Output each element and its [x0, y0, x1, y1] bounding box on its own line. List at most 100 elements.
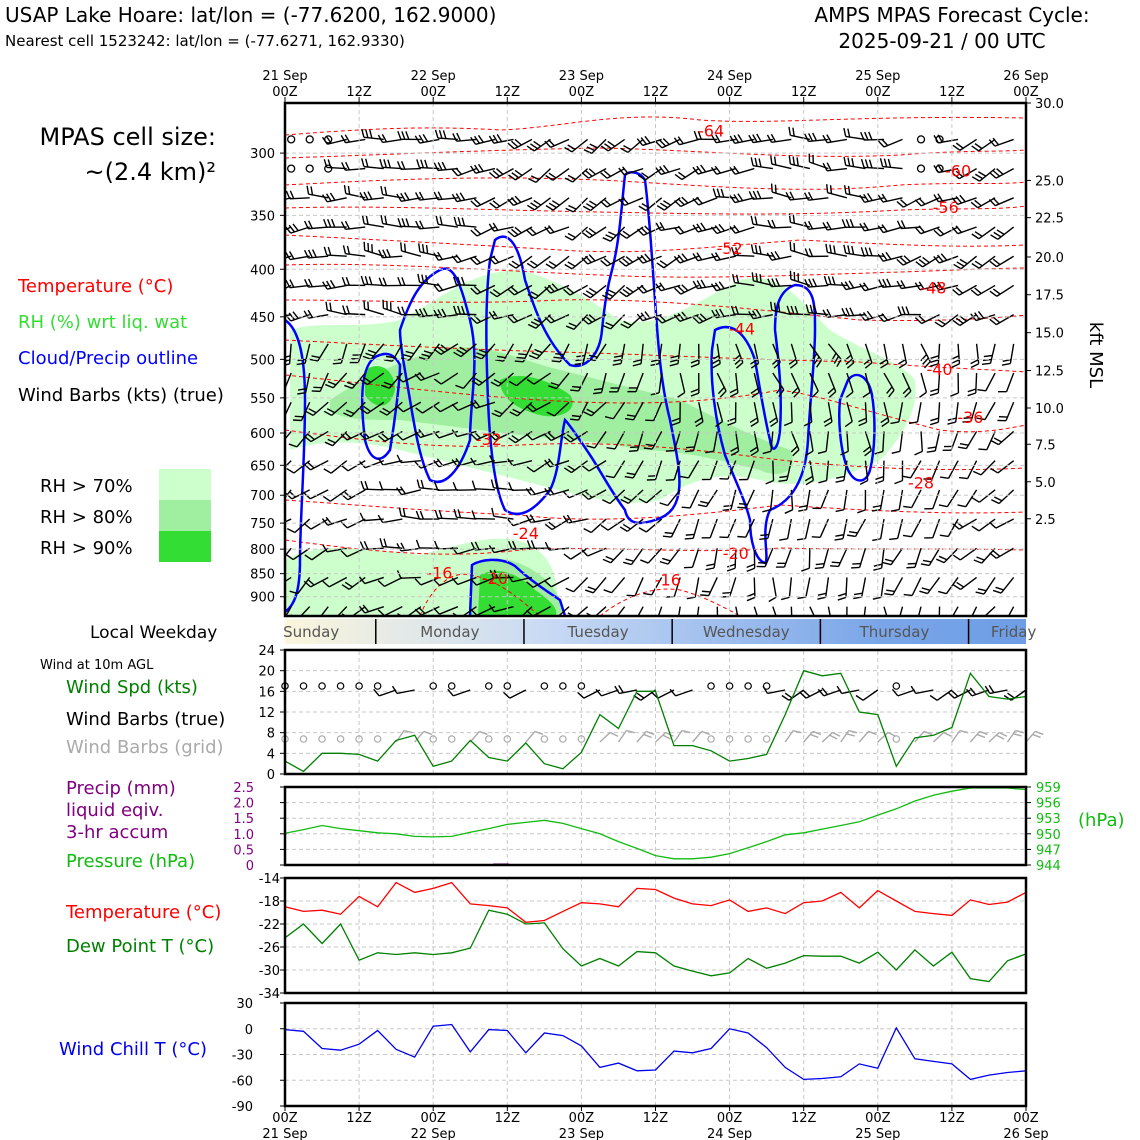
wind-barb [650, 372, 663, 396]
wind-barb [285, 197, 292, 204]
wind-barb [470, 457, 496, 466]
wind-barb [285, 489, 311, 500]
wind-barb [882, 547, 904, 566]
wind-barb [396, 454, 421, 464]
surface-barb-grid [1006, 729, 1024, 743]
wind-barb [433, 606, 459, 615]
wind-barb [872, 518, 885, 542]
wind-barb [779, 518, 793, 541]
y-tick-label: -30 [232, 1049, 253, 1064]
wind-barb [942, 431, 959, 451]
wind-barb [929, 343, 941, 367]
wind-barb [488, 167, 514, 179]
wind-barb [860, 159, 885, 170]
wind-barb [285, 576, 292, 589]
wind-barb [957, 489, 978, 508]
y-tick-label: 0 [246, 859, 254, 874]
y-tick-label: -60 [232, 1074, 253, 1089]
wind-barb [812, 489, 830, 510]
wind-barb [548, 372, 570, 390]
wind-barb [544, 576, 570, 588]
wind-barb [323, 159, 347, 170]
wind-barb [753, 606, 762, 616]
wind-barb [341, 576, 366, 590]
wind-barb [570, 401, 589, 421]
wind-barb [453, 343, 477, 358]
wind-barb [624, 401, 644, 421]
wind-barb [835, 460, 848, 483]
wind-barb [929, 402, 941, 426]
wind-barb [711, 343, 721, 369]
wind-barb [645, 401, 663, 422]
wind-barb [769, 301, 792, 316]
wind-barb [451, 401, 477, 412]
wind-barb [823, 402, 833, 427]
wind-barb [789, 270, 811, 287]
y-tick-label: 1.0 [233, 828, 254, 843]
calm-circle [336, 682, 345, 690]
wind-barb [972, 460, 996, 476]
wind-barb [526, 576, 551, 588]
wind-barb [950, 373, 960, 397]
wind-barb [433, 372, 459, 385]
top-tick-date: 23 Sep [559, 69, 604, 84]
surface-barb [836, 685, 860, 695]
kft-tick-label: 25.0 [1035, 174, 1064, 189]
surface-barb-grid [821, 731, 841, 743]
legend-cloud: Cloud/Precip outline [18, 348, 198, 369]
wind-barb [414, 372, 440, 382]
wind-barb [847, 518, 867, 538]
bottom-tick-date: 26 Sep [1003, 1127, 1048, 1140]
surface-barb-grid [858, 730, 877, 743]
wind-barb [470, 576, 496, 586]
wind-barb [285, 518, 292, 529]
legend-dewpoint: Dew Point T (°C) [66, 936, 214, 957]
subtitle-left: Nearest cell 1523242: lat/lon = (-77.627… [5, 32, 405, 50]
wind-barb [654, 606, 663, 616]
wind-barb [452, 276, 477, 287]
wind-barb [435, 215, 458, 228]
wind-barb [837, 577, 848, 601]
wind-barb [655, 221, 681, 232]
calm-circle [559, 682, 567, 690]
wind-barb [525, 514, 551, 524]
wind-barb [674, 196, 700, 208]
wind-barb [919, 577, 941, 595]
wind-barb [378, 277, 403, 287]
wind-barb [659, 547, 681, 565]
bottom-tick-time: 00Z [1013, 1111, 1039, 1126]
wind-barb [879, 158, 903, 170]
surface-barb-grid [914, 730, 933, 743]
wind-barb [772, 606, 781, 616]
surface-barb [373, 688, 397, 697]
wind-barb [811, 518, 830, 539]
wind-barb [416, 479, 440, 491]
bottom-tick-time: 12Z [346, 1111, 372, 1126]
wind-barb [950, 343, 961, 368]
wind-barb [526, 372, 551, 385]
wind-barb [325, 301, 347, 316]
temperature-label: -48 [920, 279, 946, 298]
wind-barb [296, 343, 311, 366]
wind-barb [325, 372, 348, 389]
wind-barb [285, 343, 292, 367]
wind-barb [285, 547, 292, 565]
wind-barb [643, 431, 663, 450]
wind-barb [341, 161, 366, 171]
wind-barb [716, 372, 727, 398]
wind-barb [619, 518, 644, 532]
wind-barb [643, 577, 663, 596]
wind-barb [859, 460, 869, 486]
wind-barb [926, 431, 941, 453]
wind-barb [665, 431, 681, 452]
wind-barb [834, 518, 848, 541]
top-tick-date: 26 Sep [1003, 69, 1048, 84]
wind-barb [380, 185, 403, 199]
temperature-label: -44 [729, 319, 755, 338]
wind-barb [322, 192, 347, 203]
top-tick-date: 22 Sep [411, 69, 456, 84]
calm-circle [324, 164, 333, 173]
wind-barb [414, 133, 440, 144]
wind-barb [710, 281, 736, 292]
